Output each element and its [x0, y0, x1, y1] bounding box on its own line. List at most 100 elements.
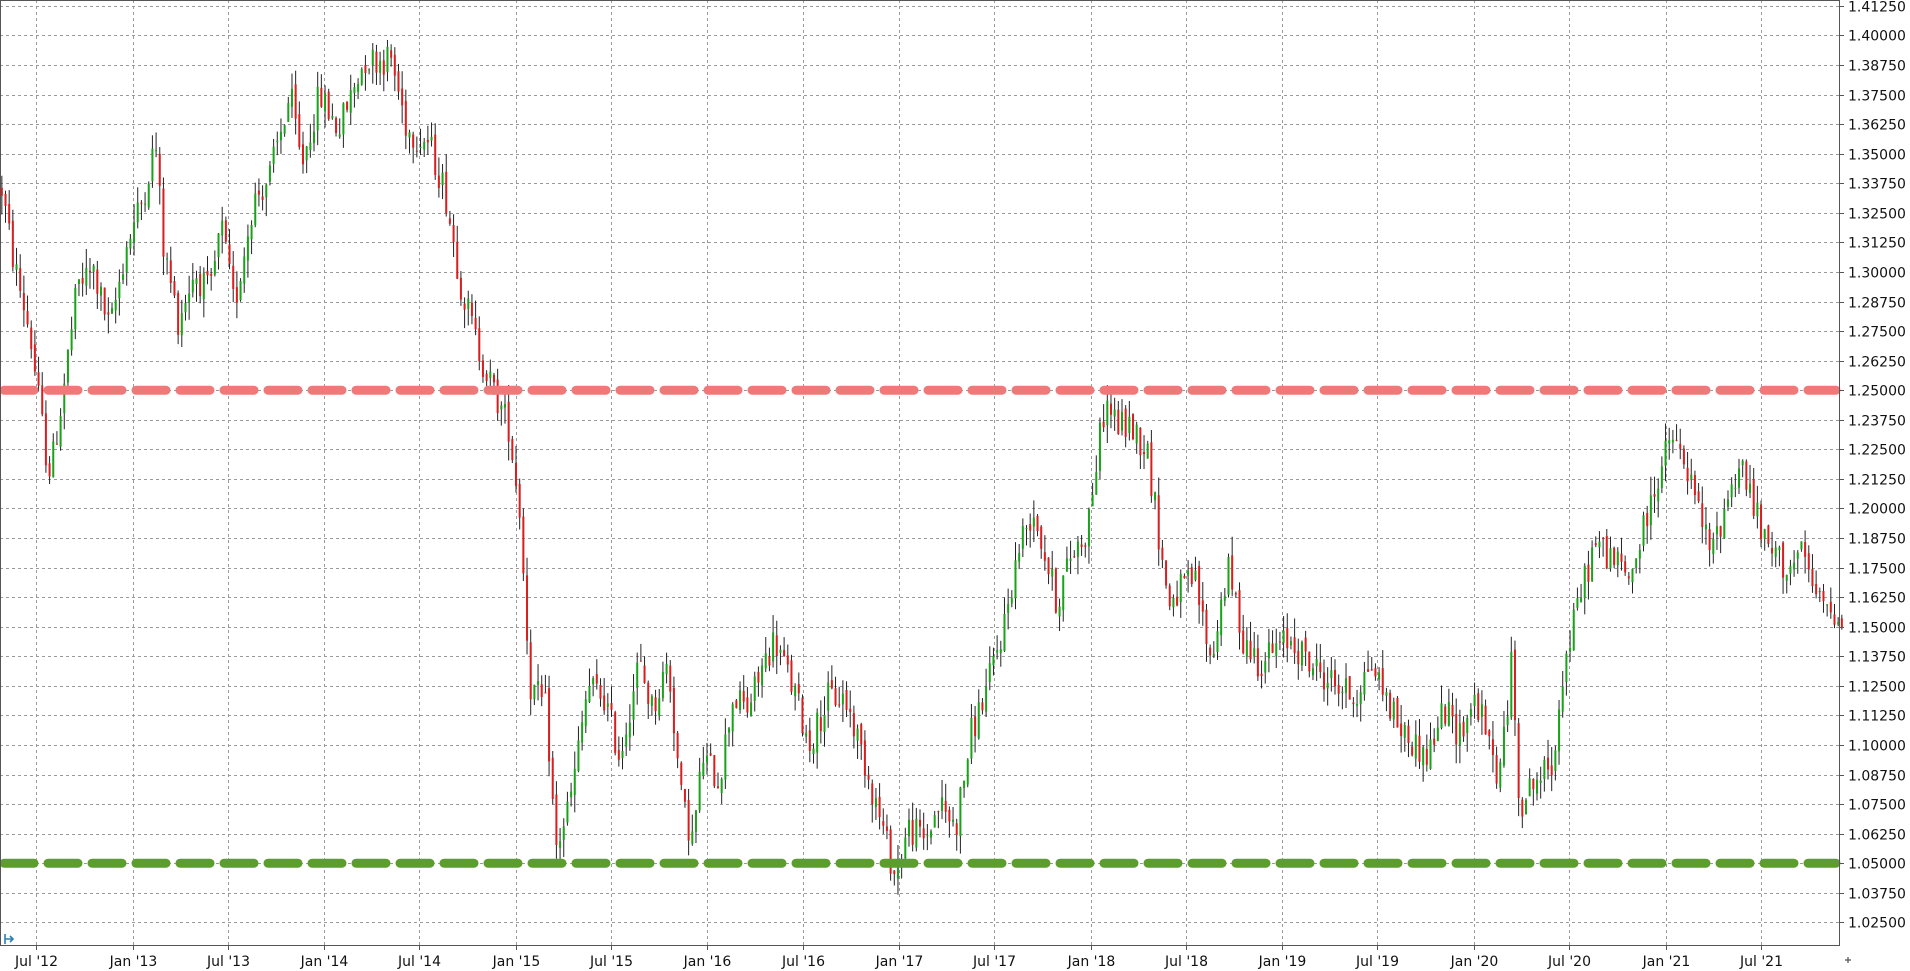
candle-body: [1543, 759, 1546, 780]
candle-body: [1249, 640, 1252, 660]
candle-body: [1704, 524, 1707, 530]
candle-body: [812, 748, 815, 754]
candle-body: [1594, 543, 1597, 546]
candle-body: [1693, 474, 1696, 496]
candle-body: [915, 818, 918, 848]
candle-body: [1308, 651, 1311, 672]
candle-body: [1561, 686, 1564, 712]
candle-body: [735, 700, 738, 709]
candle-body: [386, 46, 389, 73]
candle-body: [680, 762, 683, 785]
candle-body: [316, 86, 319, 131]
candle-body: [1407, 725, 1410, 743]
x-tick-label: Jan '18: [1067, 954, 1116, 970]
candle-body: [434, 134, 437, 175]
candle-body: [500, 405, 503, 410]
candle-body: [603, 695, 606, 711]
candle-body: [742, 691, 745, 702]
candle-body: [1385, 692, 1388, 696]
candle-body: [1796, 552, 1799, 559]
candle-body: [1073, 556, 1076, 558]
candle-body: [147, 183, 150, 208]
candle-body: [944, 800, 947, 812]
candle-body: [232, 265, 235, 289]
candle-body: [838, 704, 841, 706]
candle-body: [408, 132, 411, 138]
candle-body: [852, 713, 855, 737]
candle-body: [1271, 643, 1274, 653]
candle-body: [129, 238, 132, 249]
candle-body: [66, 349, 69, 383]
candle-body: [654, 697, 657, 712]
candle-body: [1558, 709, 1561, 752]
candle-body: [1297, 650, 1300, 665]
candle-body: [364, 64, 367, 73]
candle-body: [584, 699, 587, 727]
candle-body: [1734, 487, 1737, 489]
candle-body: [1572, 609, 1575, 651]
candle-body: [283, 125, 286, 134]
candle-body: [103, 287, 106, 315]
candle-body: [1190, 567, 1193, 585]
candle-body: [357, 84, 360, 92]
candle-body: [1646, 513, 1649, 527]
candle-body: [1583, 565, 1586, 599]
candle-body: [1528, 778, 1531, 797]
candle-body: [180, 313, 183, 336]
y-tick-label: 1.22500: [1848, 443, 1906, 459]
candle-body: [4, 193, 7, 207]
candle-body: [647, 682, 650, 704]
candle-body: [1433, 738, 1436, 745]
x-tick-label: Jul '21: [1739, 954, 1783, 970]
candle-body: [1771, 547, 1774, 554]
candle-body: [437, 175, 440, 188]
candle-body: [1422, 747, 1425, 766]
candle-body: [485, 373, 488, 381]
candle-body: [948, 809, 951, 822]
candle-body: [1565, 653, 1568, 683]
candle-body: [1513, 649, 1516, 721]
candle-body: [617, 750, 620, 760]
candle-body: [1176, 596, 1179, 606]
candle-body: [643, 665, 646, 684]
candle-body: [1715, 526, 1718, 535]
scroll-arrow-icon[interactable]: [1845, 957, 1851, 963]
candle-body: [544, 692, 547, 694]
candle-body: [1363, 672, 1366, 695]
candle-body: [1018, 553, 1021, 562]
candle-body: [151, 148, 154, 182]
y-tick-label: 1.07500: [1848, 798, 1906, 814]
candle-body: [867, 774, 870, 780]
candle-body: [764, 653, 767, 669]
candle-body: [88, 270, 91, 273]
candle-body: [709, 753, 712, 756]
candle-body: [1300, 641, 1303, 666]
candle-body: [518, 483, 521, 518]
candle-body: [974, 716, 977, 737]
candle-body: [952, 819, 955, 822]
candle-body: [522, 516, 525, 574]
candle-body: [415, 150, 418, 152]
candle-body: [1602, 537, 1605, 539]
candle-body: [1455, 713, 1458, 745]
candle-body: [1458, 723, 1461, 746]
candle-body: [1282, 630, 1285, 643]
candle-body: [1326, 682, 1329, 689]
candle-body: [1469, 709, 1472, 717]
candle-body: [1510, 651, 1513, 718]
candle-body: [1010, 597, 1013, 604]
candle-body: [573, 768, 576, 796]
candle-body: [1730, 484, 1733, 498]
candle-body: [1146, 443, 1149, 459]
candle-body: [996, 650, 999, 653]
y-tick-label: 1.38750: [1848, 59, 1906, 75]
candle-body: [261, 196, 264, 200]
candle-body: [907, 819, 910, 837]
candle-body: [459, 277, 462, 300]
candle-body: [349, 90, 352, 113]
y-tick-label: 1.40000: [1848, 29, 1906, 45]
candle-body: [107, 312, 110, 315]
candle-body: [419, 146, 422, 148]
corner-icon[interactable]: [4, 934, 15, 944]
candle-body: [63, 383, 66, 414]
